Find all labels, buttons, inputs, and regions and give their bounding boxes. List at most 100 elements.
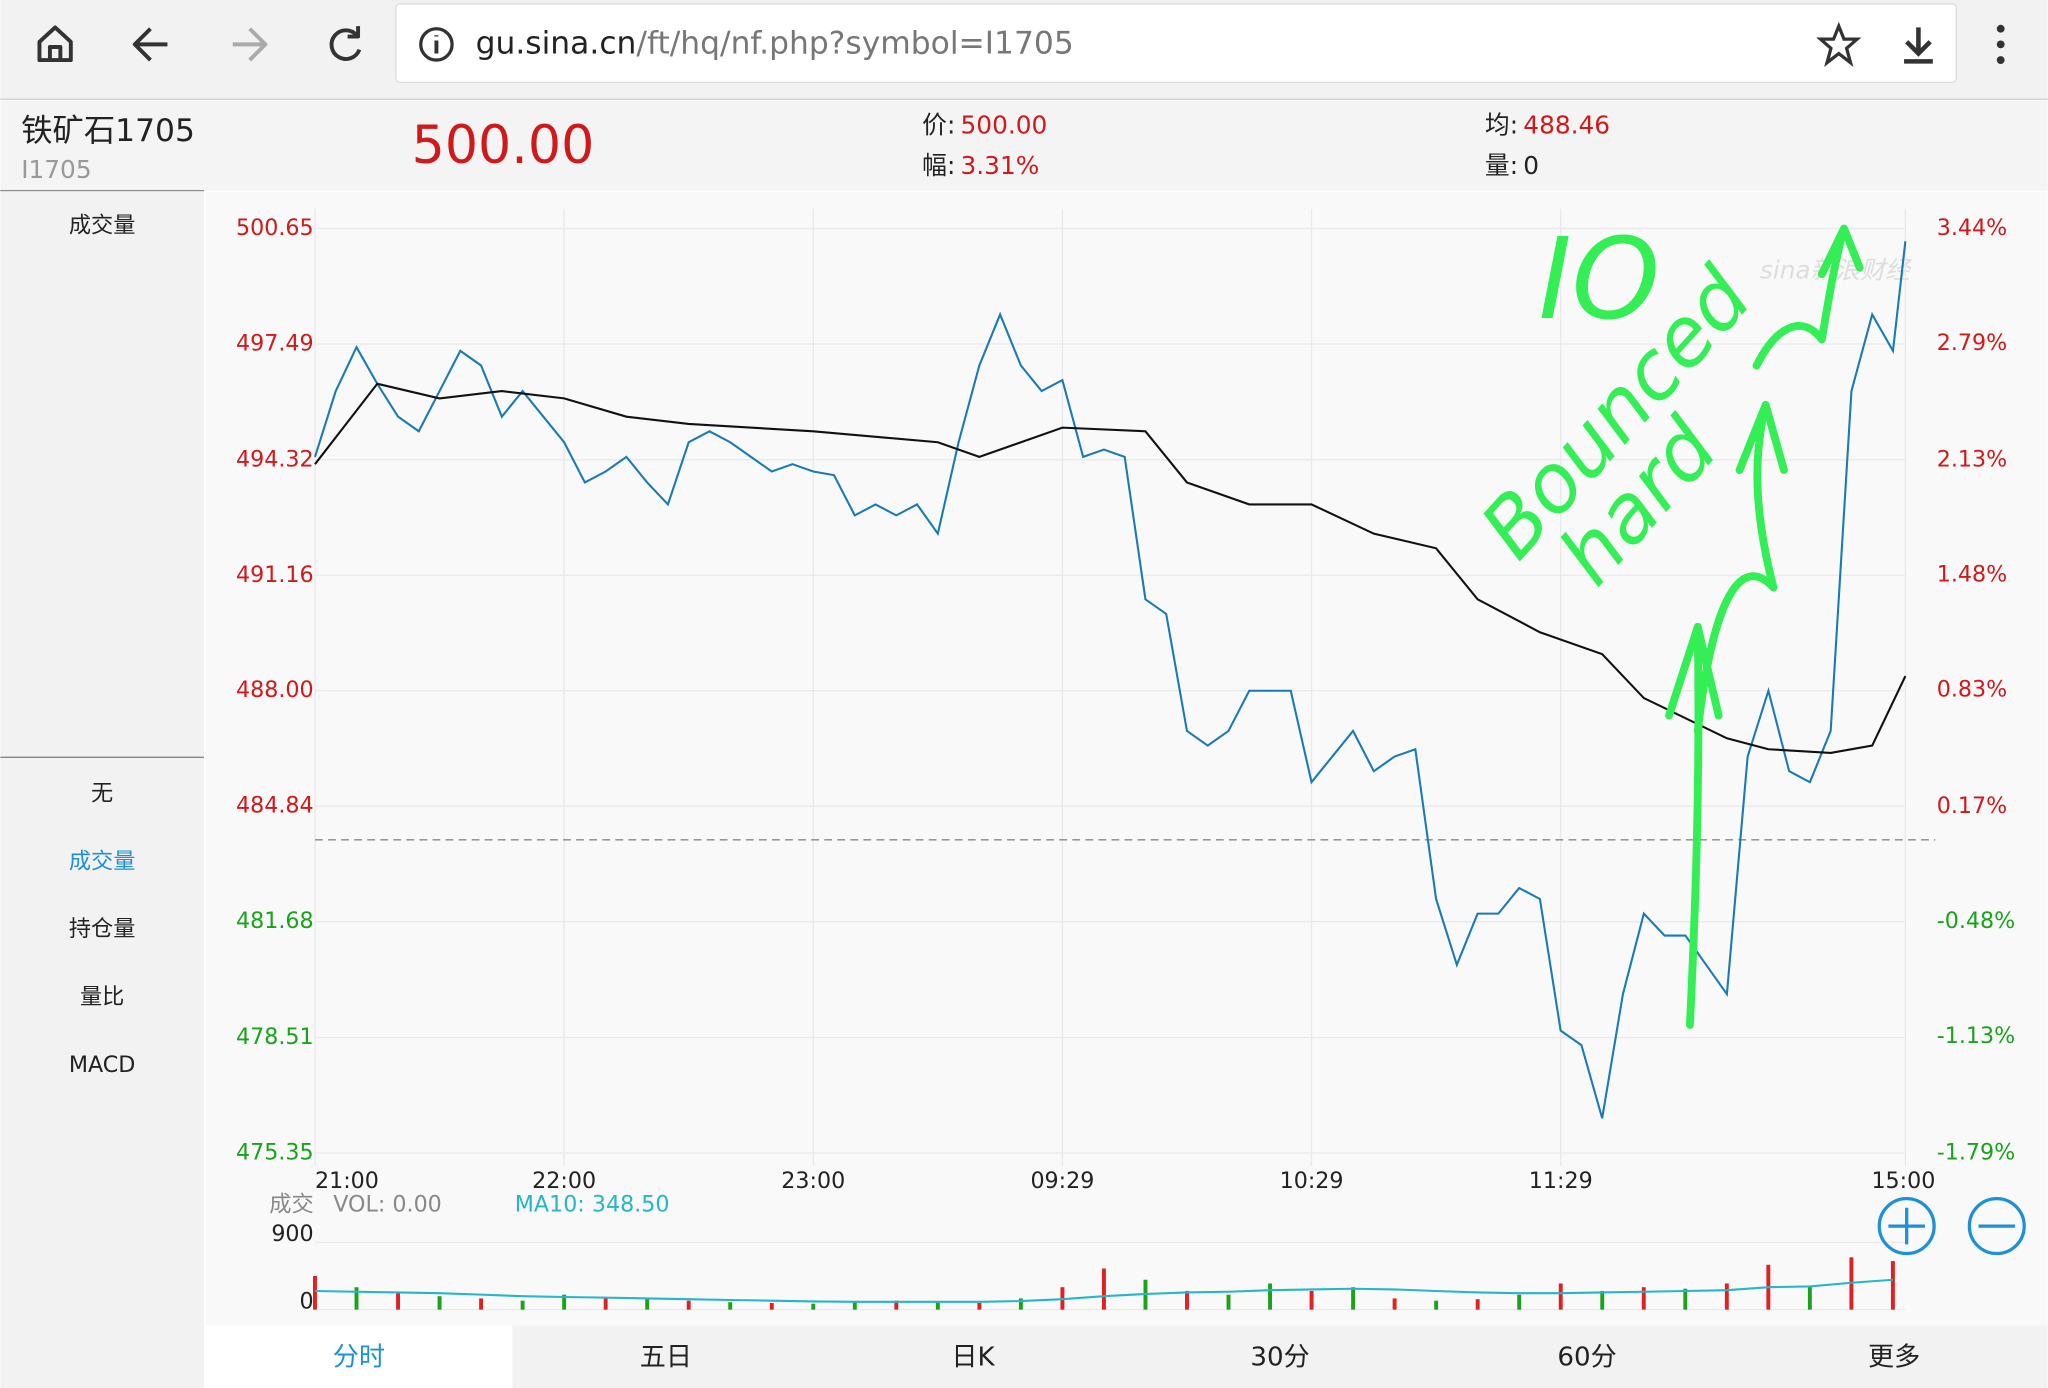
- volume-bar: [1226, 1294, 1231, 1310]
- average-line: [314, 382, 1907, 754]
- stat-label: 均:: [1485, 111, 1518, 140]
- tab[interactable]: 分时: [333, 1342, 385, 1372]
- sidebar-item[interactable]: MACD: [69, 1052, 136, 1078]
- volume-bar: [977, 1302, 982, 1310]
- volume-title: 成交: [269, 1192, 313, 1218]
- y2-tick-label: 2.79%: [1937, 330, 2007, 356]
- url-path: /ft/hq/nf.php?symbol=I1705: [636, 25, 1073, 61]
- y-tick-label: 500.65: [236, 215, 314, 241]
- volume-bar: [852, 1302, 857, 1310]
- y2-tick-label: 0.17%: [1937, 793, 2007, 819]
- sidebar-item[interactable]: 成交量: [69, 848, 136, 874]
- volume-bar: [1101, 1268, 1106, 1310]
- x-tick-label: 22:00: [532, 1168, 596, 1194]
- volume-bar: [520, 1300, 525, 1310]
- tab-selected-bg: [205, 1325, 513, 1388]
- url: gu.sina.cn/ft/hq/nf.php?symbol=I1705: [476, 25, 1074, 61]
- volume-bar: [1185, 1290, 1189, 1310]
- sidebar-item[interactable]: 持仓量: [69, 916, 136, 942]
- download-button[interactable]: [1904, 27, 1933, 64]
- volume-bar: [1309, 1290, 1314, 1310]
- y2-tick-label: 3.44%: [1937, 215, 2007, 241]
- volume-bar: [603, 1297, 608, 1310]
- sidebar-item[interactable]: 无: [91, 780, 113, 806]
- tab[interactable]: 更多: [1868, 1342, 1920, 1372]
- x-tick-label: 23:00: [781, 1168, 845, 1194]
- y2-tick-label: -1.79%: [1937, 1139, 2016, 1165]
- chart-area: [205, 191, 2048, 1326]
- volume-bar: [1517, 1294, 1522, 1310]
- handwritten-arrows: [1665, 224, 1864, 1029]
- volume-bar: [811, 1303, 816, 1310]
- back-button[interactable]: [132, 27, 168, 62]
- volume-bar: [894, 1300, 899, 1310]
- volume-bar: [686, 1300, 691, 1310]
- tab[interactable]: 60分: [1557, 1342, 1616, 1372]
- url-host: gu.sina.cn: [476, 25, 637, 61]
- y-tick-label: 488.00: [236, 677, 314, 703]
- address-bar[interactable]: [395, 3, 1957, 83]
- home-button[interactable]: [37, 25, 73, 63]
- volume-bar: [479, 1298, 484, 1310]
- y-tick-label: 497.49: [236, 330, 314, 356]
- tab[interactable]: 30分: [1250, 1342, 1309, 1372]
- stat: 价: 500.00: [922, 111, 1047, 140]
- last-price: 500.00: [412, 116, 595, 176]
- volume-tick-label: 900: [271, 1221, 313, 1247]
- reload-button[interactable]: [329, 26, 362, 61]
- y2-tick-label: -1.13%: [1937, 1023, 2016, 1049]
- volume-bar: [1475, 1299, 1480, 1310]
- stat-label: 幅:: [922, 151, 955, 180]
- price-line: [313, 241, 1907, 1119]
- y-tick-label: 481.68: [236, 908, 314, 934]
- tab[interactable]: 五日: [640, 1342, 692, 1372]
- y-tick-label: 475.35: [236, 1139, 314, 1165]
- zoom-out-button[interactable]: [1967, 1197, 2026, 1256]
- volume-bar: [437, 1296, 442, 1310]
- volume-bar: [562, 1294, 567, 1310]
- volume-bar: [1724, 1283, 1729, 1310]
- volume-bar: [1600, 1290, 1605, 1310]
- annotation: IO: [1538, 215, 1660, 345]
- forward-button[interactable]: [232, 27, 268, 62]
- x-tick-label: 11:29: [1529, 1168, 1593, 1194]
- ma-label: MA10: 348.50: [515, 1192, 670, 1218]
- volume-bar: [1641, 1287, 1646, 1310]
- menu-button[interactable]: [1996, 24, 2005, 64]
- y-tick-label: 491.16: [236, 562, 314, 588]
- y2-tick-label: 0.83%: [1937, 676, 2007, 702]
- volume-ma-line: [314, 1278, 1894, 1303]
- bookmark-button[interactable]: [1816, 21, 1862, 67]
- sidebar-item[interactable]: 量比: [80, 984, 124, 1010]
- zoom-in-button[interactable]: [1877, 1197, 1936, 1256]
- y2-tick-label: -0.48%: [1937, 908, 2016, 934]
- x-tick-label: 09:29: [1030, 1168, 1094, 1194]
- volume-bar: [1018, 1298, 1023, 1310]
- stat: 量: 0: [1485, 151, 1539, 180]
- volume-bar: [769, 1302, 774, 1310]
- volume-bar: [1807, 1287, 1812, 1310]
- volume-bar: [1890, 1261, 1895, 1310]
- volume-bar: [1558, 1283, 1563, 1310]
- contract-code: I1705: [21, 155, 91, 184]
- tab[interactable]: 日K: [951, 1342, 995, 1372]
- y-tick-label: 494.32: [236, 446, 314, 472]
- x-tick-label: 21:00: [315, 1168, 379, 1194]
- x-tick-label: 10:29: [1280, 1168, 1344, 1194]
- volume-bar: [354, 1287, 359, 1310]
- volume-bar: [313, 1276, 317, 1310]
- volume-bar: [396, 1293, 400, 1310]
- volume-bar: [645, 1299, 650, 1310]
- volume-tick-label: 0: [300, 1288, 314, 1314]
- y2-tick-label: 1.48%: [1937, 561, 2007, 587]
- stat: 幅: 3.31%: [922, 151, 1039, 180]
- quote-header: [0, 100, 2048, 191]
- contract-name: 铁矿石1705: [21, 113, 195, 149]
- y2-tick-label: 2.13%: [1937, 447, 2007, 473]
- volume-bar: [935, 1301, 940, 1310]
- x-tick-label: 15:00: [1871, 1168, 1935, 1194]
- info-icon[interactable]: [419, 27, 454, 62]
- volume-bar: [1683, 1288, 1688, 1310]
- stat-label: 价:: [922, 111, 955, 140]
